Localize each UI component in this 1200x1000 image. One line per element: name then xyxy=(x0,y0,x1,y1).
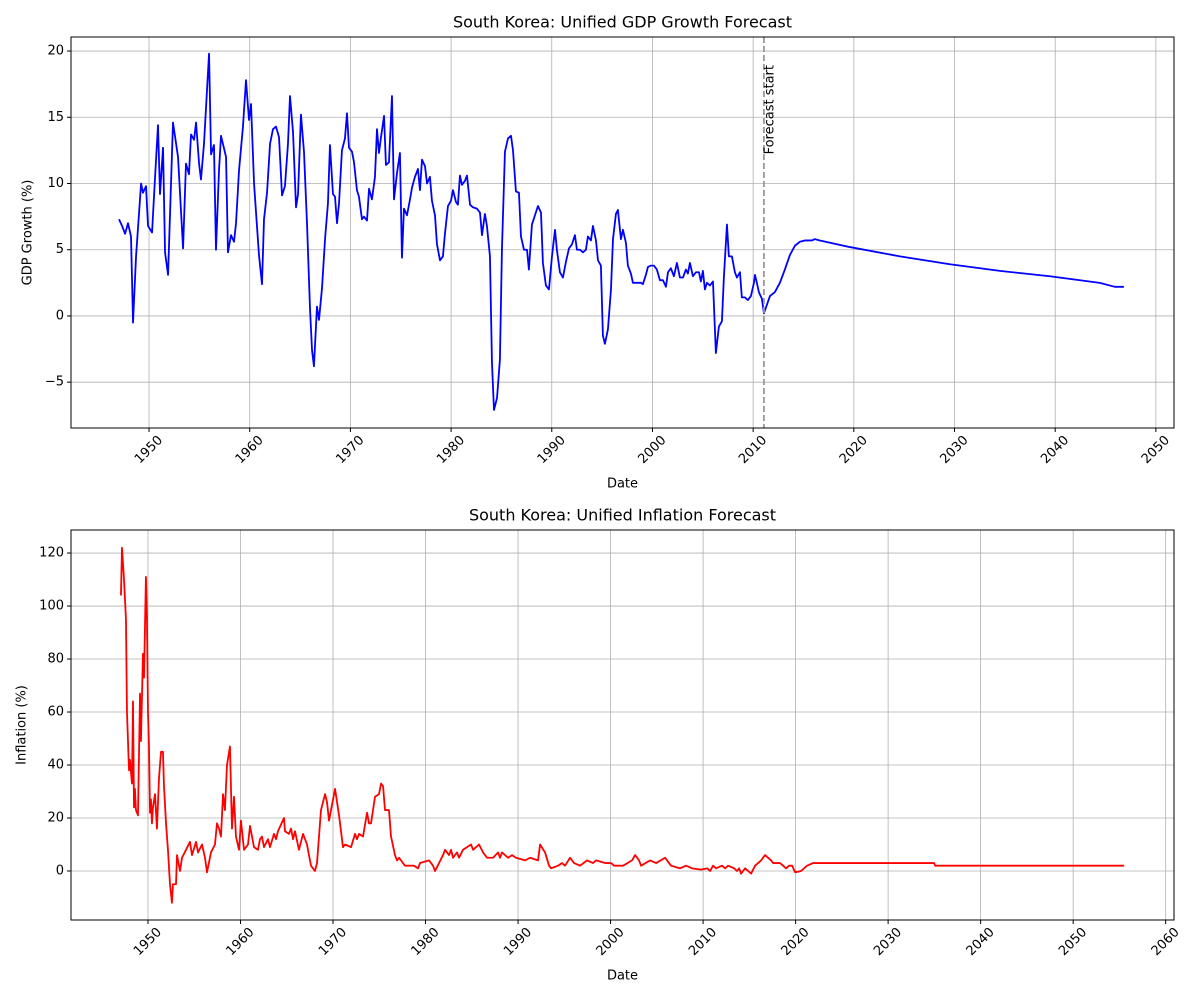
x-tick-label: 1960 xyxy=(223,925,257,959)
x-tick-label: 1970 xyxy=(316,925,350,959)
y-tick-label: 20 xyxy=(47,810,64,825)
y-tick-label: 5 xyxy=(56,242,64,257)
chart-title: South Korea: Unified Inflation Forecast xyxy=(469,506,776,525)
y-tick-label: 0 xyxy=(56,308,64,323)
x-tick-label: 1990 xyxy=(535,433,569,467)
x-tick-label: 1960 xyxy=(233,433,267,467)
y-tick-label: 15 xyxy=(47,110,64,125)
x-tick-label: 1980 xyxy=(434,433,468,467)
x-tick-label: 2000 xyxy=(594,925,628,959)
data-line xyxy=(118,52,1124,411)
x-tick-label: 2000 xyxy=(635,433,669,467)
y-tick-label: 10 xyxy=(47,176,64,191)
chart-title: South Korea: Unified GDP Growth Forecast xyxy=(453,13,792,32)
x-tick-label: 2020 xyxy=(779,925,813,959)
x-tick-label: 2030 xyxy=(938,433,972,467)
x-tick-label: 2010 xyxy=(736,433,770,467)
x-axis-label: Date xyxy=(607,477,638,492)
x-tick-label: 2030 xyxy=(871,925,905,959)
y-tick-label: 20 xyxy=(47,44,64,59)
x-tick-label: 2040 xyxy=(964,925,998,959)
x-tick-label: 1950 xyxy=(132,433,166,467)
axes-frame xyxy=(70,36,1175,429)
y-axis-label: GDP Growth (%) xyxy=(21,180,36,286)
x-tick-label: 2040 xyxy=(1038,433,1072,467)
plot-area xyxy=(71,530,1174,920)
data-line xyxy=(120,546,1125,904)
y-tick-label: −5 xyxy=(45,375,64,390)
x-tick-label: 1950 xyxy=(131,925,165,959)
x-tick-label: 2050 xyxy=(1056,925,1090,959)
x-tick-label: 2050 xyxy=(1139,433,1173,467)
x-tick-label: 1970 xyxy=(333,433,367,467)
y-tick-label: 120 xyxy=(39,546,64,561)
x-tick-label: 1990 xyxy=(501,925,535,959)
y-axis-label: Inflation (%) xyxy=(15,685,30,765)
forecast-label: Forecast start xyxy=(762,65,777,154)
y-tick-label: 80 xyxy=(47,652,64,667)
y-tick-label: 60 xyxy=(47,705,64,720)
y-tick-label: 0 xyxy=(56,863,64,878)
x-tick-label: 2060 xyxy=(1149,925,1183,959)
axes-frame xyxy=(70,529,1175,921)
y-tick-label: 100 xyxy=(39,599,64,614)
x-tick-label: 2010 xyxy=(686,925,720,959)
x-tick-label: 2020 xyxy=(837,433,871,467)
y-tick-label: 40 xyxy=(47,758,64,773)
x-axis-label: Date xyxy=(607,969,638,984)
x-tick-label: 1980 xyxy=(409,925,443,959)
